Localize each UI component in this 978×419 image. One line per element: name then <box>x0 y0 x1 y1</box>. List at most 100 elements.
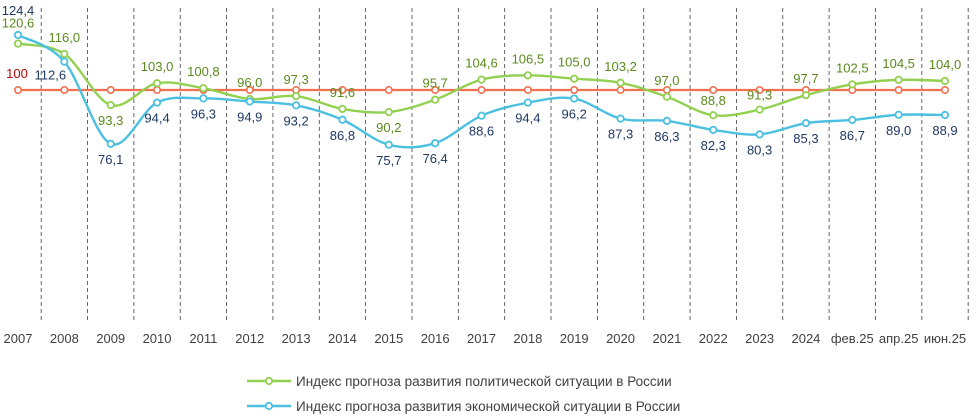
political-index-point <box>60 49 69 59</box>
economic-index-point <box>338 115 347 124</box>
reference-point <box>616 86 625 95</box>
x-tick-label: апр.25 <box>879 331 919 346</box>
political-index-point <box>940 76 950 86</box>
economic-index-point <box>894 110 903 119</box>
reference-point <box>570 86 579 95</box>
political-index-point <box>801 91 811 100</box>
series-points <box>13 30 950 149</box>
political-index-data-label: 91,3 <box>747 88 772 103</box>
x-tick-label: 2022 <box>699 331 728 346</box>
economic-index-data-label: 89,0 <box>886 123 911 138</box>
economic-index-data-label: 94,9 <box>237 109 262 124</box>
economic-index-data-label: 124,4 <box>2 3 35 18</box>
x-tick-label: 2007 <box>4 331 33 346</box>
economic-index-point <box>616 114 625 123</box>
political-index-data-label: 120,6 <box>2 16 35 31</box>
x-tick-label: июн.25 <box>924 331 966 346</box>
x-tick-label: 2023 <box>745 331 774 346</box>
economic-index-point <box>199 94 208 103</box>
political-index-point <box>152 79 162 88</box>
political-index-data-label: 90,2 <box>376 120 401 135</box>
legend-marker <box>264 401 274 411</box>
economic-index-data-label: 75,7 <box>376 153 401 168</box>
political-index-data-label: 103,0 <box>141 59 174 74</box>
political-index-point <box>477 75 486 84</box>
political-index-data-label: 96,0 <box>237 75 262 90</box>
political-index-data-label: 105,0 <box>558 55 591 70</box>
economic-index-point <box>106 139 115 148</box>
economic-index-data-label: 86,3 <box>654 129 679 144</box>
x-tick-label: 2008 <box>50 331 79 346</box>
x-tick-label: 2017 <box>467 331 496 346</box>
political-index-point <box>894 75 903 84</box>
economic-index-point <box>431 139 440 148</box>
political-index-data-label: 91,6 <box>330 85 355 100</box>
economic-index-point <box>709 125 718 134</box>
reference-point <box>245 86 254 95</box>
political-index-data-label: 93,3 <box>98 113 123 128</box>
economic-index-data-label: 87,3 <box>608 127 633 142</box>
economic-index-data-label: 96,2 <box>562 107 587 122</box>
reference-point <box>523 86 532 95</box>
political-index-point <box>570 74 579 83</box>
reference-point <box>894 86 903 95</box>
political-index-data-label: 102,5 <box>836 60 869 75</box>
reference-point <box>384 86 393 95</box>
political-index-data-label: 103,2 <box>604 59 637 74</box>
x-tick-label: 2021 <box>652 331 681 346</box>
x-tick-label: 2015 <box>374 331 403 346</box>
reference-point <box>755 86 764 95</box>
political-index-point <box>13 39 23 48</box>
x-tick-label: 2019 <box>560 331 589 346</box>
political-index-data-label: 104,5 <box>882 56 915 71</box>
x-tick-label: 2010 <box>143 331 172 346</box>
economic-index-point <box>940 110 950 120</box>
x-axis-ticks: 2007 2008 2009 2010 2011 2012 2013 2014 2015 2016… <box>4 331 967 346</box>
economic-index-data-label: 76,4 <box>422 151 447 166</box>
political-index-point <box>662 92 672 101</box>
reference-point <box>431 86 440 95</box>
x-tick-label: 2024 <box>791 331 820 346</box>
economic-index-point <box>13 30 23 40</box>
x-tick-label: 2013 <box>282 331 311 346</box>
economic-index-point <box>801 119 811 128</box>
economic-index-point <box>245 97 254 106</box>
economic-index-point <box>477 111 486 120</box>
economic-index-point <box>152 98 162 107</box>
political-index-point <box>199 84 208 93</box>
economic-index-point <box>848 115 857 125</box>
x-tick-label: фев.25 <box>831 331 874 346</box>
economic-index-data-label: 82,3 <box>701 138 726 153</box>
political-index-point <box>616 78 625 87</box>
x-tick-label: 2014 <box>328 331 357 346</box>
economic-index-data-label: 88,9 <box>932 123 957 138</box>
reference-point <box>338 86 347 95</box>
political-index-point <box>291 91 301 101</box>
economic-index-point <box>570 94 579 103</box>
political-index-data-label: 104,0 <box>929 57 962 72</box>
reference-point <box>940 86 949 95</box>
economic-index-point <box>291 101 301 110</box>
economic-index-data-label: 80,3 <box>747 142 772 157</box>
economic-index-point <box>755 130 764 139</box>
economic-index-data-label: 94,4 <box>144 111 169 126</box>
grid-lines <box>40 8 969 322</box>
political-index-point <box>431 95 440 104</box>
political-index-data-label: 97,0 <box>654 73 679 88</box>
legend-political-label: Индекс прогноза развития политической си… <box>296 374 672 389</box>
economic-index-data-label: 86,8 <box>330 128 355 143</box>
economic-index-point <box>384 140 393 149</box>
reference-point <box>709 86 718 95</box>
legend-economic-label: Индекс прогноза развития экономической с… <box>296 399 680 414</box>
legend-marker <box>264 376 274 386</box>
reference-label: 100 <box>6 66 28 81</box>
reference-point <box>14 86 23 95</box>
political-index-data-label: 97,7 <box>793 71 818 86</box>
reference-point <box>60 86 69 95</box>
economic-index-data-label: 76,1 <box>98 152 123 167</box>
political-index-data-label: 116,0 <box>49 30 81 45</box>
x-tick-label: 2020 <box>606 331 635 346</box>
legend: Индекс прогноза развития политической си… <box>247 374 680 414</box>
political-index-data-label: 97,3 <box>283 72 308 87</box>
data-labels: 120,6 116,0 93,3 103,0 100,8 96,0 97,3 91,6 90,2… <box>2 3 962 168</box>
